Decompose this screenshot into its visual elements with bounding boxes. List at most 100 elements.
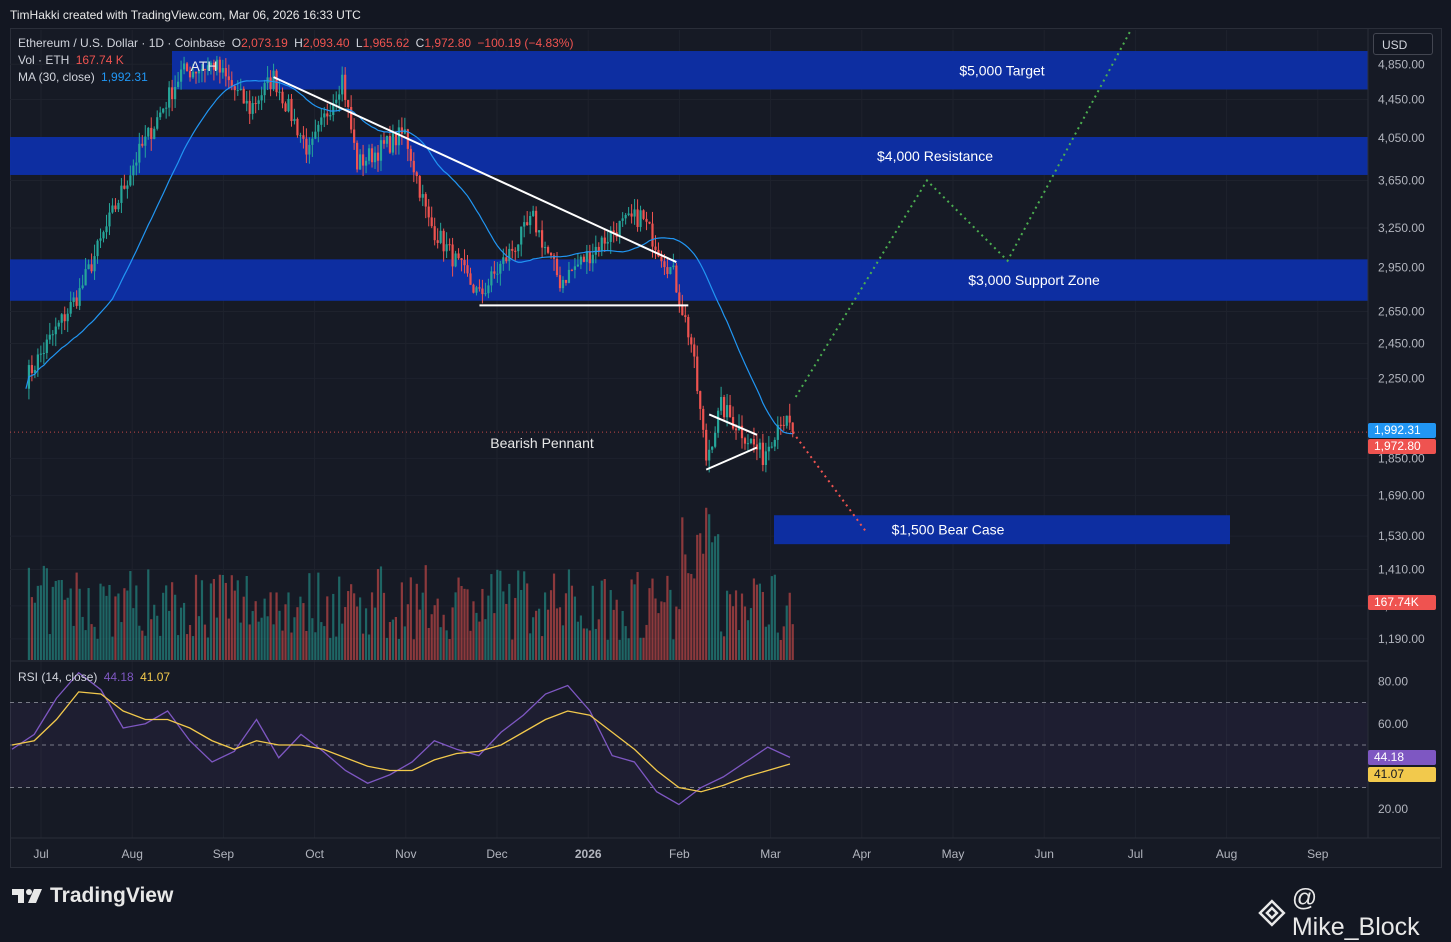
high-label: H [294,36,303,50]
ma-label: MA (30, close) [18,70,95,84]
symbol-legend[interactable]: Ethereum / U.S. Dollar · 1D · Coinbase O… [18,36,576,50]
volume-bar [582,628,585,660]
volume-bar [263,598,266,660]
volume-bar [260,617,263,660]
ma-line [25,80,793,435]
candle-body [188,70,192,78]
tradingview-logo[interactable]: TradingView [12,884,173,908]
candle-body [421,194,424,198]
candle-body [144,136,147,146]
candle-body [400,127,403,134]
volume-bar [275,592,278,660]
x-tick-label: Dec [486,847,507,861]
volume-bar [332,593,335,660]
low-label: L [355,36,363,50]
candle-body [672,265,675,268]
volume-bar [111,636,114,660]
volume-bar [591,585,594,660]
volume-bar [272,624,275,660]
volume-bar [406,604,409,660]
currency-button[interactable]: USD [1373,33,1433,55]
volume-bar [657,613,660,660]
candle-body [761,442,764,465]
candle-body [758,442,762,450]
volume-bar [364,608,368,660]
volume-bar [630,579,633,660]
rsi-legend[interactable]: RSI (14, close) 44.18 41.07 [18,670,173,684]
volume-bar [191,636,195,660]
volume-bar [433,605,436,660]
candle-body [179,69,183,82]
volume-bar [678,609,681,660]
volume-bar [588,630,591,660]
candle-body [445,244,448,252]
volume-bar [269,592,272,660]
candle-body [165,107,168,109]
volume-bar [693,578,696,660]
volume-bar [132,608,135,660]
volume-legend[interactable]: Vol · ETH 167.74 K [18,53,127,67]
candle-body [496,273,499,275]
volume-bar [185,634,189,660]
volume-bars [27,507,794,660]
volume-bar [293,617,296,660]
candle-body [370,148,374,163]
volume-bar [600,580,603,660]
volume-bar [239,622,242,660]
candle-body [660,256,663,262]
candle-body [263,83,266,96]
candle-body [269,77,272,90]
volume-bar [690,573,693,660]
volume-bar [761,591,764,660]
volume-bar [182,602,186,660]
candle-body [546,247,550,253]
candle-body [338,94,341,100]
volume-bar [561,625,565,660]
ma-legend[interactable]: MA (30, close) 1,992.31 [18,70,151,84]
candle-body [287,98,290,112]
volume-bar [743,606,747,660]
volume-bar [141,630,144,660]
volume-tag: 167.74K [1368,595,1436,610]
volume-bar [442,614,445,660]
candle-body [293,118,296,122]
volume-bar [717,534,720,660]
rsi-tick-label: 20.00 [1378,802,1408,816]
volume-bar [75,572,78,660]
volume-bar [448,639,451,660]
candle-body [424,194,427,207]
volume-bar [323,626,326,660]
volume-bar [39,585,42,660]
candle-body [529,216,532,226]
candle-body [606,241,609,244]
volume-bar [230,575,233,660]
volume-bar [153,604,156,660]
volume-bar [499,570,502,660]
y-tick-label: 4,850.00 [1378,57,1425,71]
volume-bar [96,638,99,660]
volume-bar [576,621,580,660]
candle-body [591,254,594,264]
candle-body [361,154,365,166]
volume-bar [245,575,248,660]
volume-bar [487,595,490,660]
volume-bar [215,617,218,660]
volume-bar [728,594,732,660]
candle-body [373,152,377,163]
candle-body [678,292,681,306]
x-tick-label: Jul [33,847,48,861]
candle-body [720,396,723,411]
rsi-ma-tag: 41.07 [1368,767,1436,782]
volume-bar [206,637,210,660]
candle-body [171,87,174,100]
candle-body [728,405,732,418]
volume-bar [669,589,672,660]
volume-bar [740,593,744,660]
y-tick-label: 3,650.00 [1378,174,1425,188]
volume-bar [687,573,690,660]
volume-bar [475,612,478,660]
candle-body [99,238,102,241]
candle-body [752,439,756,445]
volume-bar [618,639,621,660]
